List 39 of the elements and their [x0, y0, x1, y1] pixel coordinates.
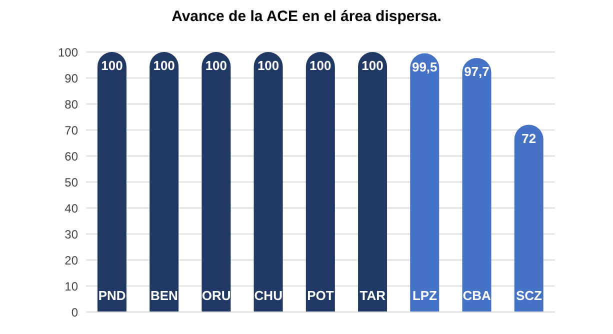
data-label: 100	[362, 58, 384, 73]
x-tick-label: POT	[307, 288, 334, 303]
data-label: 100	[205, 58, 228, 73]
x-tick-label: BEN	[150, 288, 178, 303]
bar	[358, 52, 388, 312]
y-tick-label: 0	[71, 305, 78, 320]
bar	[254, 52, 283, 312]
bar	[202, 52, 231, 312]
y-tick-label: 10	[64, 279, 78, 294]
data-label: 100	[257, 58, 280, 73]
data-label: 72	[522, 130, 536, 146]
data-label: 97,7	[464, 64, 490, 79]
chart-title: Avance de la ACE en el área dispersa.	[170, 8, 442, 27]
y-tick-label: 70	[64, 123, 78, 138]
bar	[410, 53, 440, 312]
data-label: 99,5	[412, 59, 438, 74]
x-tick-label: TAR	[360, 288, 386, 303]
x-tick-label: SCZ	[516, 288, 542, 303]
y-tick-label: 90	[64, 71, 78, 86]
y-tick-label: 20	[64, 253, 78, 268]
y-tick-label: 100	[58, 45, 78, 60]
y-tick-label: 50	[64, 175, 78, 190]
x-tick-label: PND	[98, 288, 126, 303]
y-tick-label: 60	[64, 149, 78, 164]
data-label: 100	[101, 58, 123, 73]
bar	[306, 52, 335, 312]
x-tick-label: LPZ	[412, 288, 438, 303]
y-tick-label: 40	[64, 201, 78, 216]
bar	[150, 52, 179, 312]
bar	[514, 124, 544, 312]
y-tick-label: 30	[64, 227, 78, 242]
data-label: 100	[153, 58, 175, 73]
bar	[97, 52, 126, 312]
x-tick-label: CHU	[254, 288, 282, 303]
y-tick-label: 80	[64, 97, 78, 112]
data-label: 100	[310, 58, 332, 73]
bar	[462, 58, 492, 312]
x-tick-label: ORU	[202, 288, 231, 303]
x-tick-label: CBA	[462, 288, 492, 303]
